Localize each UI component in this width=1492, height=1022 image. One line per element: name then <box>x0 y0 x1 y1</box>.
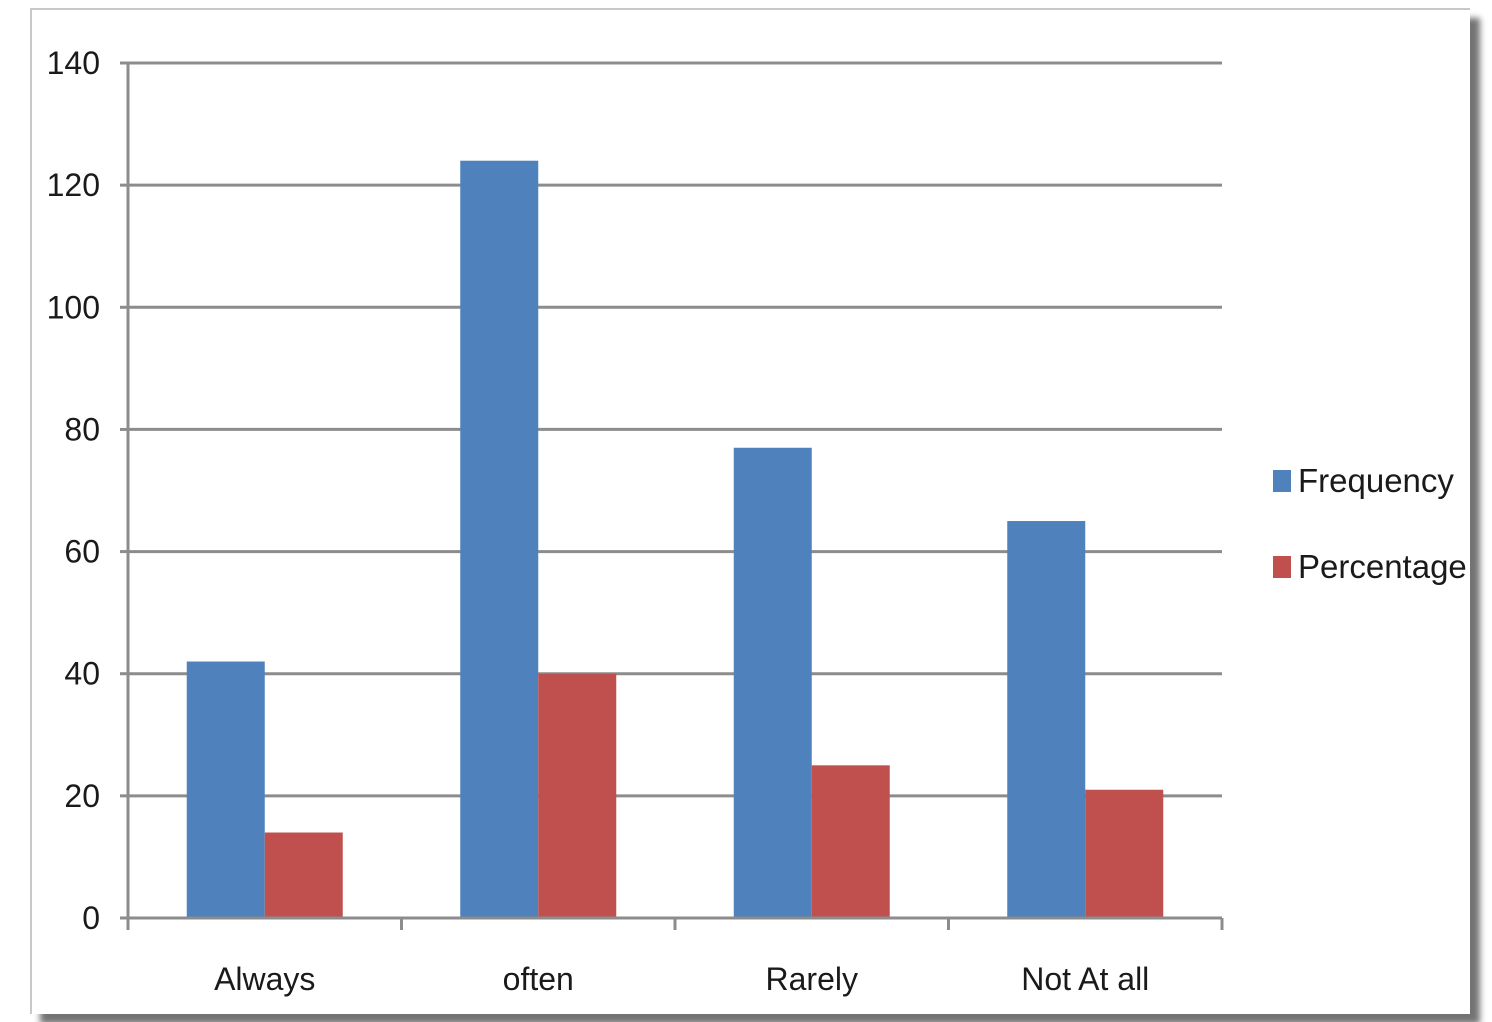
legend: Frequency Percentage <box>1273 462 1467 585</box>
bar-frequency-rarely <box>733 447 812 918</box>
axes <box>120 61 1224 930</box>
x-tick-label: often <box>503 961 574 997</box>
bar-percentage-often <box>538 673 617 918</box>
x-axis-tick-labels: Always often Rarely Not At all <box>214 961 1149 997</box>
bar-frequency-often <box>460 160 539 918</box>
y-axis-tick-labels: 0 20 40 60 80 100 120 140 <box>47 45 100 936</box>
x-tick-label: Always <box>214 961 315 997</box>
legend-label-percentage: Percentage <box>1298 548 1467 585</box>
y-tick-label: 40 <box>64 656 100 692</box>
x-tick-label: Not At all <box>1021 961 1149 997</box>
y-tick-label: 80 <box>64 411 100 447</box>
y-tick-label: 120 <box>47 167 100 203</box>
bar-percentage-not-at-all <box>1085 789 1164 918</box>
legend-swatch-frequency <box>1273 470 1291 492</box>
bar-frequency-always <box>186 661 265 918</box>
y-tick-label: 0 <box>82 900 100 936</box>
y-tick-label: 100 <box>47 289 100 325</box>
bar-percentage-rarely <box>811 765 890 918</box>
legend-label-frequency: Frequency <box>1298 462 1454 499</box>
bars <box>186 160 1164 918</box>
y-tick-label: 20 <box>64 778 100 814</box>
x-tick-label: Rarely <box>766 961 858 997</box>
bar-frequency-not-at-all <box>1007 521 1086 918</box>
y-tick-label: 60 <box>64 534 100 570</box>
legend-swatch-percentage <box>1273 556 1291 578</box>
y-tick-label: 140 <box>47 45 100 81</box>
bar-percentage-always <box>264 832 343 918</box>
